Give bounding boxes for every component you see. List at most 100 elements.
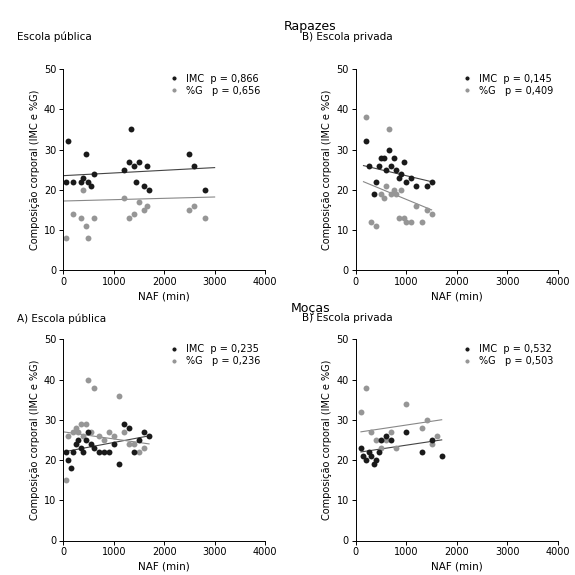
Point [71, 439, 80, 448]
Point [190, 161, 199, 170]
Legend: IMC  p = 0,145, %G   p = 0,409: IMC p = 0,145, %G p = 0,409 [455, 72, 555, 98]
Point [369, 459, 378, 469]
Point [129, 439, 139, 448]
Point [119, 427, 128, 436]
Point [384, 125, 393, 134]
Point [369, 189, 378, 198]
X-axis label: NAF (min): NAF (min) [139, 292, 190, 301]
Point [427, 439, 436, 448]
Point [427, 435, 436, 444]
Point [422, 181, 431, 190]
Point [377, 443, 386, 453]
Legend: IMC  p = 0,532, %G   p = 0,503: IMC p = 0,532, %G p = 0,503 [455, 342, 555, 368]
Point [427, 209, 436, 218]
Point [371, 177, 381, 186]
Point [129, 447, 139, 457]
Point [417, 217, 426, 227]
Point [124, 439, 133, 448]
Point [64, 455, 73, 465]
Point [389, 153, 398, 162]
Point [422, 205, 431, 214]
Point [402, 217, 411, 227]
Point [79, 447, 88, 457]
Point [379, 153, 388, 162]
Point [382, 435, 391, 444]
Point [119, 165, 128, 174]
Point [437, 451, 446, 461]
Point [104, 447, 113, 457]
Point [399, 157, 408, 166]
Point [66, 463, 75, 473]
Point [377, 435, 386, 444]
Point [377, 153, 386, 162]
Point [104, 427, 113, 436]
Text: Escola pública: Escola pública [17, 32, 92, 42]
Point [139, 181, 148, 190]
Point [397, 185, 406, 194]
Legend: IMC  p = 0,866, %G   p = 0,656: IMC p = 0,866, %G p = 0,656 [163, 72, 262, 98]
Point [362, 113, 371, 122]
Y-axis label: Composição corporal (IMC e %G): Composição corporal (IMC e %G) [30, 360, 40, 520]
Point [364, 447, 373, 457]
Point [142, 201, 151, 210]
Point [399, 213, 408, 223]
Point [86, 181, 95, 190]
Point [392, 189, 401, 198]
Text: Moças: Moças [291, 302, 330, 315]
Text: Rapazes: Rapazes [284, 20, 337, 33]
Legend: IMC  p = 0,235, %G   p = 0,236: IMC p = 0,235, %G p = 0,236 [163, 342, 262, 368]
Point [392, 165, 401, 174]
Point [119, 193, 128, 202]
Point [389, 185, 398, 194]
Point [135, 157, 144, 166]
Y-axis label: Composição corporal (IMC e %G): Composição corporal (IMC e %G) [323, 90, 332, 250]
Point [89, 213, 98, 223]
Point [371, 455, 381, 465]
Point [379, 193, 388, 202]
X-axis label: NAF (min): NAF (min) [431, 562, 482, 572]
Point [362, 383, 371, 392]
Point [386, 427, 396, 436]
Point [94, 431, 103, 440]
Point [185, 149, 194, 158]
X-axis label: NAF (min): NAF (min) [431, 292, 482, 301]
Point [371, 221, 381, 231]
Point [135, 197, 144, 206]
Point [86, 427, 95, 436]
Text: B) Escola privada: B) Escola privada [302, 32, 393, 41]
Point [114, 459, 124, 469]
Point [374, 161, 383, 170]
Point [81, 419, 90, 428]
Point [144, 185, 154, 194]
Point [69, 209, 78, 218]
Point [139, 205, 148, 214]
Point [114, 391, 124, 400]
Point [412, 181, 421, 190]
Point [356, 443, 366, 453]
Point [74, 435, 83, 444]
Point [86, 439, 95, 448]
Y-axis label: Composição corporal (IMC e %G): Composição corporal (IMC e %G) [30, 90, 40, 250]
Point [99, 447, 108, 457]
Point [412, 201, 421, 210]
Point [185, 205, 194, 214]
Y-axis label: Composição corporal (IMC e %G): Composição corporal (IMC e %G) [323, 360, 332, 520]
Point [382, 165, 391, 174]
Point [99, 435, 108, 444]
Point [129, 161, 139, 170]
Point [356, 407, 366, 416]
Point [76, 213, 86, 223]
Point [132, 177, 141, 186]
Point [364, 161, 373, 170]
Point [432, 431, 441, 440]
Point [61, 447, 70, 457]
Point [74, 427, 83, 436]
Point [402, 427, 411, 436]
Text: B) Escola privada: B) Escola privada [302, 313, 393, 323]
Point [200, 213, 209, 223]
Point [64, 137, 73, 146]
Point [71, 423, 80, 432]
Point [382, 431, 391, 440]
Point [61, 233, 70, 243]
Point [64, 431, 73, 440]
